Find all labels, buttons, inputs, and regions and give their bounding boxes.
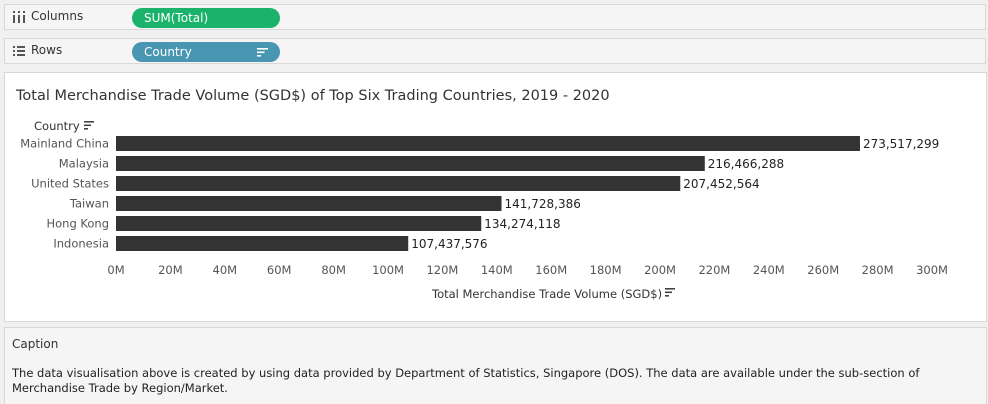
caption-title: Caption	[12, 337, 59, 351]
rows-icon	[13, 46, 25, 56]
category-label: Mainland China	[20, 137, 109, 151]
bar-indonesia[interactable]	[116, 236, 409, 251]
x-axis-sort-icon[interactable]	[665, 288, 675, 297]
x-tick-label: 100M	[372, 263, 404, 277]
category-label: Hong Kong	[46, 217, 109, 231]
category-label: Indonesia	[53, 237, 109, 251]
value-label: 134,274,118	[484, 217, 560, 231]
value-label: 141,728,386	[505, 197, 581, 211]
rows-label: Rows	[31, 43, 63, 57]
bar-hong-kong[interactable]	[116, 216, 482, 231]
x-axis-header[interactable]: Total Merchandise Trade Volume (SGD$)	[431, 287, 675, 301]
country-pill[interactable]: Country	[132, 42, 280, 62]
bar-taiwan[interactable]	[116, 196, 502, 211]
x-tick-label: 200M	[644, 263, 676, 277]
x-tick-label: 120M	[426, 263, 458, 277]
value-label: 207,452,564	[683, 177, 759, 191]
caption-panel: Caption The data visualisation above is …	[4, 327, 987, 404]
bar-mainland-china[interactable]	[116, 136, 860, 151]
x-tick-label: 280M	[862, 263, 894, 277]
bar-chart: Total Merchandise Trade Volume (SGD$) of…	[15, 88, 948, 301]
chart-title: Total Merchandise Trade Volume (SGD$) of…	[15, 88, 610, 104]
category-label: Malaysia	[59, 157, 109, 171]
x-tick-label: 20M	[158, 263, 183, 277]
bar-united-states[interactable]	[116, 176, 681, 191]
x-tick-label: 300M	[916, 263, 948, 277]
x-tick-label: 180M	[590, 263, 622, 277]
x-tick-label: 0M	[107, 263, 124, 277]
bar-malaysia[interactable]	[116, 156, 705, 171]
x-tick-label: 80M	[321, 263, 346, 277]
country-axis-header[interactable]: Country	[34, 119, 94, 133]
x-tick-label: 220M	[698, 263, 730, 277]
x-tick-label: 140M	[481, 263, 513, 277]
x-tick-label: 160M	[535, 263, 567, 277]
x-tick-label: 260M	[807, 263, 839, 277]
country-axis-label: Country	[34, 119, 80, 133]
country-sort-icon[interactable]	[84, 121, 94, 130]
value-label: 216,466,288	[708, 157, 784, 171]
caption-text: The data visualisation above is created …	[12, 366, 920, 395]
sum-total-pill-label: SUM(Total)	[144, 11, 209, 25]
sum-total-pill[interactable]: SUM(Total)	[132, 8, 280, 28]
sort-descending-icon[interactable]	[257, 47, 268, 57]
category-label: United States	[31, 177, 109, 191]
columns-label: Columns	[31, 9, 84, 23]
country-pill-label: Country	[144, 45, 192, 59]
x-axis-label: Total Merchandise Trade Volume (SGD$)	[431, 287, 662, 301]
x-tick-label: 60M	[267, 263, 292, 277]
x-tick-label: 40M	[213, 263, 238, 277]
x-tick-label: 240M	[753, 263, 785, 277]
value-label: 273,517,299	[863, 137, 939, 151]
columns-icon	[13, 11, 25, 23]
value-label: 107,437,576	[411, 237, 487, 251]
columns-shelf: Columns SUM(Total)	[4, 4, 986, 30]
category-label: Taiwan	[69, 197, 109, 211]
viz-panel: Total Merchandise Trade Volume (SGD$) of…	[4, 72, 987, 322]
rows-shelf: Rows Country	[4, 38, 986, 64]
